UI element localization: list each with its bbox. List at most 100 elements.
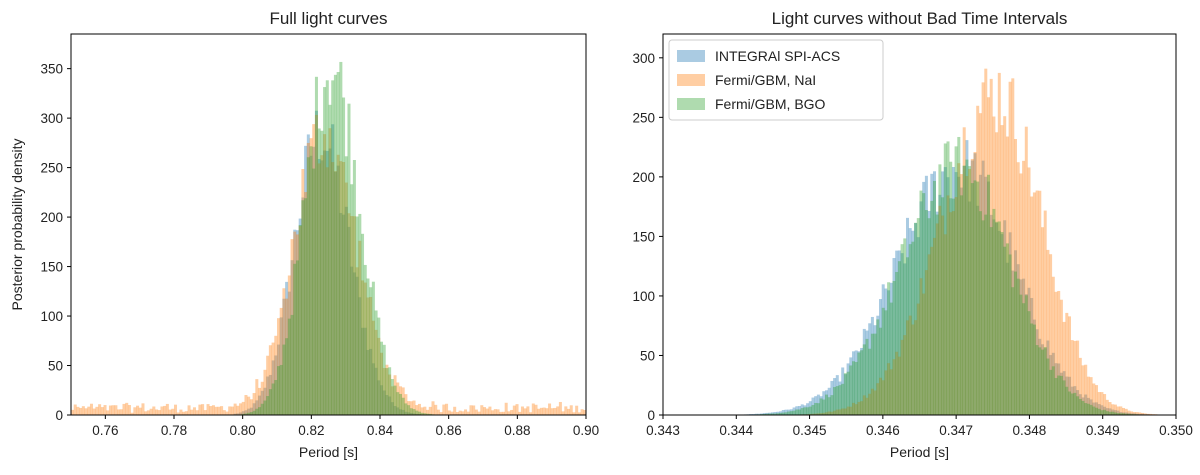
histogram-bar [342,214,346,415]
histogram-bar [954,197,958,415]
x-tick-label: 0.78 [161,423,187,438]
histogram-bar [79,407,83,415]
y-tick-label: 0 [55,408,63,423]
histogram-bar [141,403,145,415]
histogram-bar [550,408,554,415]
histogram-bar [417,411,421,415]
histogram-bar [171,408,175,415]
histogram-bar [938,205,942,415]
histogram-bar [1005,262,1009,415]
histogram-bar [806,407,810,415]
histogram-bar [868,393,872,415]
histogram-bar [328,128,332,415]
histogram-bar [369,348,373,415]
histogram-bar [765,413,769,415]
histogram-bar [393,385,397,415]
histogram-bar [973,152,977,415]
histogram-bar [323,150,327,415]
histogram-bar [884,370,888,415]
histogram-bar [903,263,907,415]
histogram-bar [811,413,815,415]
histogram-bar [548,403,552,415]
histogram-bar [339,212,343,415]
histogram-bar [1113,410,1117,415]
histogram-bar [176,412,180,415]
histogram-bar [1059,372,1063,415]
histogram-bar [431,401,435,415]
histogram-bar [1054,377,1058,415]
histogram-bar [285,338,289,415]
histogram-bar [485,408,489,415]
histogram-bar [1046,340,1050,415]
histogram-bar [946,177,950,415]
histogram-bar [857,401,861,415]
histogram-bar [71,409,75,415]
histogram-bar [968,201,972,415]
histogram-bar [897,261,901,415]
histogram-bar [228,406,232,415]
histogram-bar [1070,386,1074,415]
histogram-bar [258,395,262,415]
histogram-bar [287,275,291,415]
histogram-bar [358,240,362,415]
histogram-bar [870,333,874,415]
histogram-bar [1054,363,1058,415]
histogram-bar [873,325,877,415]
histogram-bar [908,315,912,415]
x-tick-label: 0.76 [92,423,118,438]
histogram-bar [260,390,264,415]
histogram-bar [241,401,245,415]
histogram-bar [369,287,373,415]
histogram-bar [1116,406,1120,415]
histogram-bar [320,160,324,415]
histogram-bar [1124,408,1128,415]
x-tick-label: 0.88 [504,423,530,438]
histogram-bar [1095,385,1098,415]
histogram-bar [1070,340,1074,415]
histogram-bar [862,328,866,415]
histogram-bar [314,110,318,415]
histogram-bar [350,184,354,415]
histogram-bar [981,82,985,415]
series-2-bars [800,68,1158,415]
histogram-bar [1032,192,1036,415]
histogram-bar [374,329,378,415]
histogram-bar [344,206,348,415]
histogram-bar [798,409,801,415]
histogram-bar [545,408,549,415]
histogram-bar [870,388,874,415]
histogram-bar [426,413,430,415]
histogram-bar [787,409,791,415]
histogram-bar [989,78,993,415]
histogram-bar [483,407,487,415]
histogram-bar [762,413,766,415]
histogram-bar [73,404,77,415]
histogram-bar [336,154,340,415]
histogram-bar [412,409,416,415]
histogram-bar [1027,311,1031,415]
histogram-bar [914,320,918,415]
histogram-bar [520,406,524,415]
histogram-bar [860,350,864,415]
histogram-bar [480,405,484,415]
histogram-bar [787,411,791,415]
histogram-bar [765,412,769,415]
histogram-bar [1041,344,1044,415]
histogram-bar [423,406,427,415]
histogram-bar [881,284,885,415]
histogram-bar [973,153,977,415]
histogram-bar [252,403,256,415]
histogram-bar [247,408,251,415]
histogram-bar [1022,303,1026,415]
histogram-bar [854,350,858,415]
histogram-bar [1119,406,1123,415]
histogram-bar [106,410,110,415]
histogram-bar [962,166,966,415]
histogram-bar [201,404,205,415]
x-tick-label: 0.345 [793,423,827,438]
histogram-bar [938,194,942,415]
histogram-bar [306,134,310,415]
histogram-bar [1027,287,1031,415]
histogram-bar [152,406,156,415]
histogram-bar [987,97,990,415]
